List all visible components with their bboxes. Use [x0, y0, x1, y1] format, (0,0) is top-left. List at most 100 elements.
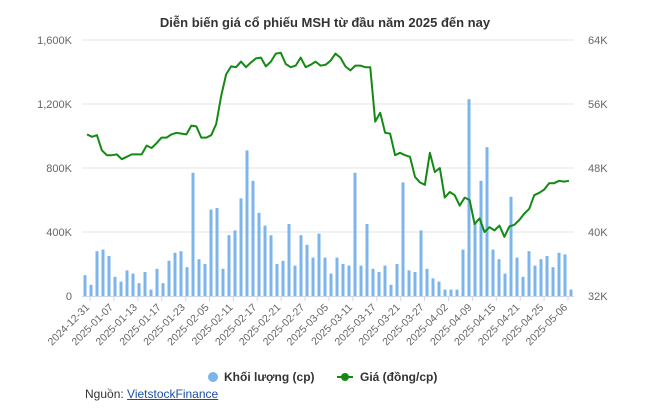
volume-bar	[473, 222, 477, 296]
volume-bar	[89, 284, 93, 296]
volume-bar	[269, 235, 273, 296]
volume-bar	[131, 273, 135, 296]
volume-bar	[317, 233, 321, 296]
volume-bar	[155, 268, 159, 296]
volume-bar	[347, 265, 351, 296]
legend-volume-label: Khối lượng (cp)	[224, 370, 315, 384]
y-right-tick-label: 56K	[588, 99, 608, 111]
y-left-tick-label: 1,200K	[37, 99, 73, 111]
volume-bar	[107, 256, 111, 296]
volume-bar	[305, 244, 309, 296]
volume-bar	[233, 230, 237, 296]
volume-bar	[287, 224, 291, 296]
volume-bar	[503, 273, 507, 296]
volume-bar	[509, 196, 513, 296]
volume-bar	[533, 265, 537, 296]
volume-bar	[257, 212, 261, 296]
volume-bar	[407, 270, 411, 296]
volume-bar	[353, 172, 357, 296]
legend-price-symbol	[341, 373, 349, 381]
chart-title: Diễn biến giá cổ phiếu MSH từ đầu năm 20…	[160, 15, 491, 30]
volume-bar	[563, 254, 567, 296]
legend-item-volume[interactable]: Khối lượng (cp)	[208, 370, 315, 384]
y-axis-right: 32K 40K 48K 56K 64K	[588, 35, 608, 303]
volume-bar	[527, 251, 531, 296]
volume-bar	[185, 267, 189, 296]
volume-bar	[209, 209, 213, 296]
volume-bar	[173, 252, 177, 296]
source-note: Nguồn: VietstockFinance	[85, 387, 218, 401]
price-line	[86, 51, 570, 238]
volume-bar	[113, 276, 117, 296]
volume-bar	[83, 275, 87, 296]
volume-bar	[215, 208, 219, 296]
volume-bar	[557, 252, 561, 296]
volume-bar	[137, 283, 141, 296]
gridlines	[82, 39, 574, 233]
volume-bar	[365, 224, 369, 296]
y-left-tick-label: 800K	[46, 163, 72, 175]
volume-bar	[497, 259, 501, 296]
volume-bar	[263, 225, 267, 296]
volume-bar	[569, 289, 573, 296]
volume-bar	[335, 257, 339, 296]
volume-bar	[251, 180, 255, 296]
y-left-tick-label: 400K	[46, 227, 72, 239]
volume-bar	[443, 289, 447, 296]
volume-bar	[389, 284, 393, 296]
volume-bar	[227, 235, 231, 296]
volume-bars	[83, 99, 573, 296]
volume-bar	[395, 264, 399, 296]
source-link[interactable]: VietstockFinance	[127, 387, 219, 401]
volume-bar	[239, 198, 243, 296]
y-left-tick-label: 1,600K	[37, 35, 73, 47]
volume-bar	[401, 182, 405, 296]
source-label: Nguồn:	[85, 387, 124, 401]
volume-bar	[467, 99, 471, 296]
volume-bar	[299, 235, 303, 296]
volume-bar	[371, 268, 375, 296]
volume-bar	[515, 257, 519, 296]
volume-bar	[431, 278, 435, 296]
y-axis-left: 0 400K 800K 1,200K 1,600K	[37, 35, 73, 303]
volume-bar	[161, 283, 165, 296]
volume-bar	[119, 281, 123, 296]
volume-bar	[167, 260, 171, 296]
volume-bar	[125, 270, 129, 296]
volume-bar	[521, 276, 525, 296]
volume-bar	[425, 268, 429, 296]
volume-bar	[293, 265, 297, 296]
volume-bar	[203, 264, 207, 296]
volume-bar	[413, 272, 417, 296]
y-right-tick-label: 32K	[588, 291, 608, 303]
volume-bar	[311, 257, 315, 296]
volume-bar	[281, 260, 285, 296]
volume-bar	[275, 264, 279, 296]
volume-bar	[143, 272, 147, 296]
volume-bar	[539, 259, 543, 296]
volume-bar	[419, 230, 423, 296]
volume-bar	[149, 289, 153, 296]
volume-bar	[101, 249, 105, 296]
legend[interactable]: Khối lượng (cp) Giá (đồng/cp)	[208, 370, 437, 384]
volume-bar	[359, 265, 363, 296]
volume-bar	[551, 267, 555, 296]
price-line-group	[86, 51, 570, 238]
volume-bar	[221, 268, 225, 296]
legend-volume-symbol	[208, 372, 218, 382]
volume-bar	[323, 257, 327, 296]
legend-item-price[interactable]: Giá (đồng/cp)	[337, 370, 437, 384]
volume-bar	[245, 150, 249, 296]
y-left-tick-label: 0	[66, 291, 72, 303]
volume-bar	[95, 251, 99, 296]
volume-bar	[485, 147, 489, 296]
volume-bar	[383, 265, 387, 296]
volume-bar	[197, 259, 201, 296]
volume-bar	[461, 249, 465, 296]
y-right-tick-label: 48K	[588, 163, 608, 175]
volume-bar	[191, 172, 195, 296]
volume-bar	[179, 251, 183, 296]
volume-bar	[377, 272, 381, 296]
volume-bar	[479, 180, 483, 296]
